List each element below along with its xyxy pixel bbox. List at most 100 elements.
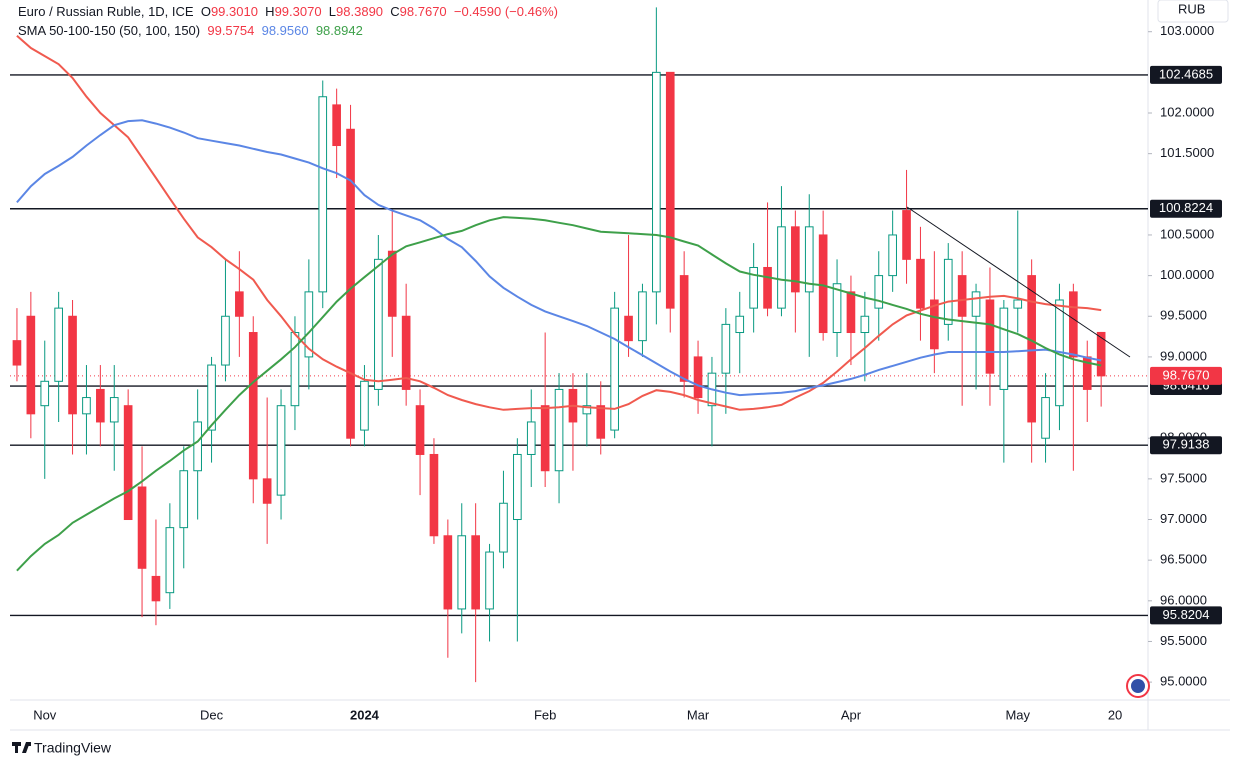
candle-body (985, 299, 995, 374)
candle-body (1027, 275, 1036, 423)
ohlc-key: O (200, 4, 211, 19)
candle-body (471, 535, 480, 610)
y-tick-label: 103.0000 (1160, 23, 1214, 38)
trend-line (906, 206, 1131, 358)
sma-line (16, 35, 1102, 411)
x-tick-label: Feb (534, 707, 556, 722)
candle-body (304, 291, 314, 358)
candle-body (957, 275, 967, 317)
candle-body (943, 258, 953, 325)
y-tick-label: 95.5000 (1160, 633, 1207, 648)
candle-body (638, 291, 647, 342)
level-label-box (1150, 606, 1222, 625)
candle-body (248, 332, 258, 480)
y-tick-label: 99.0000 (1160, 348, 1207, 363)
candle-body (624, 315, 633, 342)
candle-body (791, 226, 800, 293)
candle-body (429, 453, 439, 537)
candle-body (235, 291, 244, 317)
ohlc-value: 98.3890 (336, 4, 384, 19)
candle-body (109, 397, 119, 423)
brand: TradingView (34, 740, 112, 756)
candle-body (151, 575, 161, 602)
candle-body (540, 405, 550, 472)
indicator-value: 98.9560 (261, 23, 309, 38)
plot-area: 95.0000 95.5000 96.0000 96.5000 97.0000 97.50… (10, 7, 1214, 722)
level-label: 97.9138 (1163, 437, 1210, 452)
ohlc-value: 99.3070 (274, 4, 322, 19)
candle-body (82, 397, 91, 415)
currency[interactable]: RUB (1178, 1, 1205, 16)
indicator-row: SMA 50-100-150 (50, 100, 150) 99.5754 98… (18, 21, 558, 40)
candle-body (721, 323, 731, 374)
last-price-label: 98.7670 (1163, 367, 1210, 382)
candle-body (290, 332, 300, 407)
candle-body (499, 502, 508, 553)
y-tick-label: 96.5000 (1160, 552, 1207, 567)
x-tick-label: Mar (687, 707, 710, 722)
y-tick-label: 97.5000 (1160, 470, 1207, 485)
indicator[interactable]: SMA 50-100-150 (50, 100, 150) (18, 23, 201, 38)
candle-body (832, 283, 842, 334)
candle-body (457, 535, 467, 610)
candle-body (332, 104, 341, 147)
y-tick-label: 95.0000 (1160, 674, 1207, 689)
sma-line (16, 119, 1102, 397)
symbol: Euro / Russian Ruble, 1D, ICE (18, 4, 194, 19)
symbol-row: Euro / Russian Ruble, 1D, ICE O99.3010 H… (18, 2, 558, 21)
last-price-box (1150, 366, 1222, 385)
candle-body (596, 405, 606, 439)
candle-body (610, 307, 619, 431)
y-tick-label: 97.0000 (1160, 511, 1207, 526)
candle-body (735, 315, 745, 334)
candle-body (999, 307, 1009, 390)
x-tick-label: 20 (1108, 707, 1122, 722)
candle-body (68, 315, 77, 415)
sma-line (16, 216, 1102, 572)
candle-body (165, 527, 175, 594)
candle-body (1041, 397, 1050, 439)
x-tick-label: 2024 (350, 707, 380, 722)
candle-body (804, 226, 814, 293)
x-tick-label: Dec (200, 707, 224, 722)
candle-body (818, 234, 828, 334)
legend: Euro / Russian Ruble, 1D, ICE O99.3010 H… (18, 2, 558, 40)
x-tick-label: Nov (33, 707, 57, 722)
candle-body (665, 71, 675, 309)
level-label-box (1150, 199, 1222, 218)
candle-body (137, 486, 147, 569)
candle-body (262, 478, 272, 504)
candle-body (860, 315, 870, 334)
y-tick-label: 100.0000 (1160, 267, 1214, 282)
candle-body (415, 405, 425, 455)
level-label: 100.8224 (1159, 200, 1213, 215)
candle-body (179, 470, 189, 529)
flag-icon[interactable] (1131, 679, 1145, 693)
candle-body (193, 421, 202, 472)
candle-body (1013, 299, 1023, 309)
y-tick-label: 99.5000 (1160, 308, 1207, 323)
candle-body (207, 364, 216, 431)
candle-body (1096, 331, 1106, 377)
indicator-value: 99.5754 (207, 23, 255, 38)
level-label: 102.4685 (1159, 66, 1213, 81)
candle-body (485, 551, 494, 610)
level-label: 95.8204 (1163, 607, 1210, 622)
candle-body (387, 250, 397, 317)
candle-body (846, 291, 856, 334)
candle-body (554, 388, 564, 472)
ohlc-key: H (265, 4, 275, 19)
currency-box[interactable] (1157, 0, 1229, 23)
x-tick-label: Apr (841, 707, 862, 722)
candle-body (679, 275, 689, 382)
logo-mark (12, 742, 31, 753)
indicator-value: 98.8942 (315, 23, 363, 38)
candle-body (777, 226, 786, 309)
logo[interactable]: TradingView (12, 740, 112, 756)
y-tick-label: 100.5000 (1160, 226, 1214, 241)
candle-body (916, 258, 925, 309)
level-label-box (1150, 436, 1222, 455)
candle-body (930, 299, 939, 350)
candle-body (971, 291, 981, 317)
